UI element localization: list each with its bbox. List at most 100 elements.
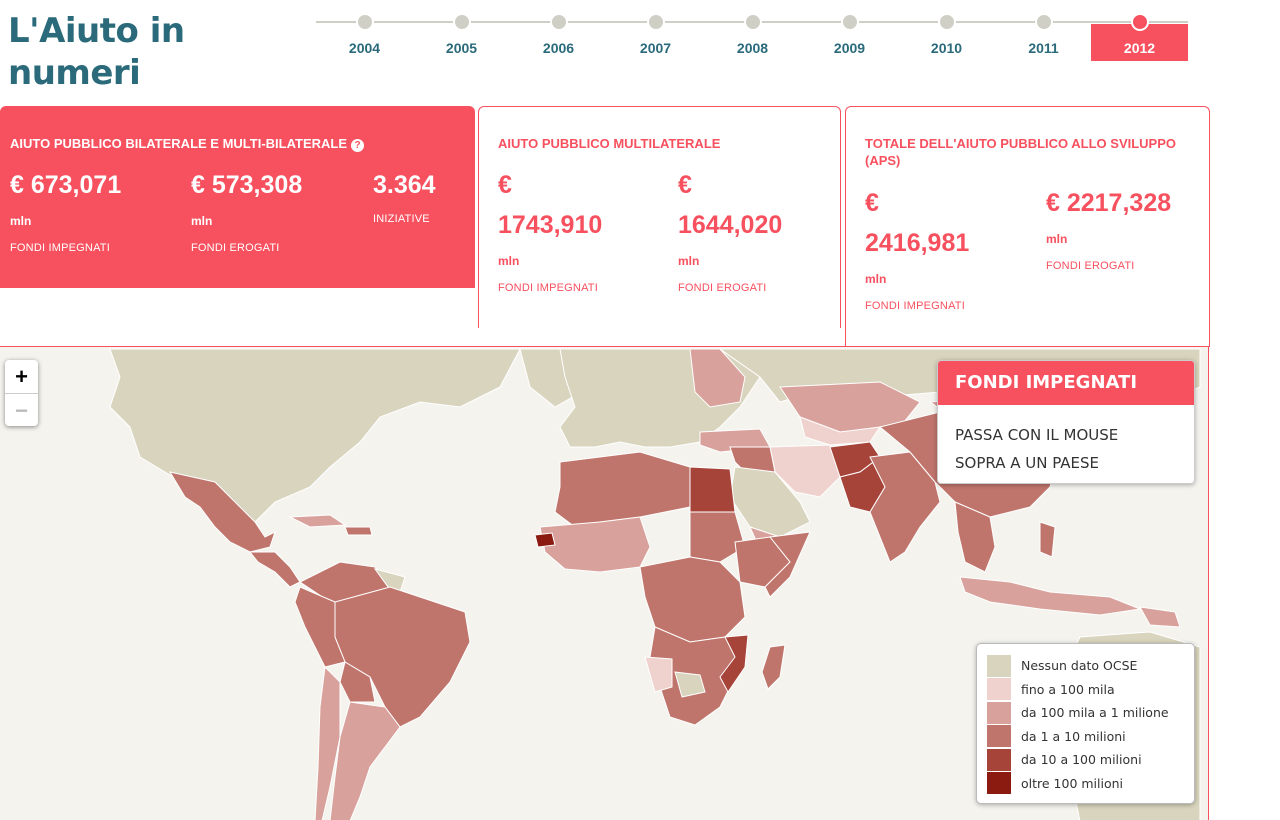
timeline-year-2012[interactable]: 2012 [1091,10,1188,62]
timeline-year-label: 2009 [833,40,866,56]
card-total-aps: TOTALE DELL'AIUTO PUBBLICO ALLO SVILUPPO… [845,106,1210,347]
card-title-text: AIUTO PUBBLICO BILATERALE E MULTI-BILATE… [10,136,348,151]
stat-value: € 673,071 [10,171,122,199]
country-cuba[interactable] [288,514,347,528]
country-mozambique[interactable] [719,634,749,693]
timeline-dot-icon [937,13,956,31]
timeline-year-label: 2011 [1028,40,1059,56]
legend-label: oltre 100 milioni [1021,775,1124,791]
country-north-america[interactable] [109,348,521,523]
info-panel-line: PASSA CON IL MOUSE [955,426,1119,444]
country-sudan[interactable] [689,511,746,563]
country-west-africa[interactable] [539,516,651,573]
card-multilateral-aid: AIUTO PUBBLICO MULTILATERALE € 1743,910 … [478,106,841,328]
stat-caption: INIZIATIVE [373,213,430,225]
timeline-dot-icon [1034,13,1053,31]
stat-value-currency: € [865,189,879,217]
legend-swatch [987,725,1011,748]
stat-unit: mln [191,214,213,228]
stat-unit: mln [10,214,32,228]
year-timeline: 2004 2005 2006 2007 2008 2009 2010 2011 … [316,10,1188,62]
country-north-africa[interactable] [554,451,691,528]
country-indonesia[interactable] [959,576,1142,616]
timeline-year-2004[interactable]: 2004 [316,10,413,62]
map-legend: Nessun dato OCSE fino a 100 mila da 100 … [976,643,1195,804]
timeline-dot-icon [743,13,762,31]
stat-unit: mln [678,254,700,268]
timeline-dot-icon [1130,13,1149,31]
timeline-dot-icon [840,13,859,31]
card-bilateral-aid: AIUTO PUBBLICO BILATERALE E MULTI-BILATE… [0,106,475,288]
legend-label: Nessun dato OCSE [1021,658,1138,674]
timeline-year-2007[interactable]: 2007 [607,10,704,62]
stat-committed-funds: € 673,071 mln FONDI IMPEGNATI [10,165,121,254]
country-madagascar[interactable] [761,644,786,690]
legend-item: Nessun dato OCSE [987,654,1194,678]
timeline-year-label: 2010 [930,40,963,56]
stat-disbursed-funds: € 2217,328 mln FONDI EROGATI [1046,183,1171,272]
timeline-year-2009[interactable]: 2009 [801,10,898,62]
legend-label: fino a 100 mila [1021,681,1115,697]
country-hispaniola[interactable] [344,526,373,536]
timeline-year-2005[interactable]: 2005 [413,10,510,62]
stat-caption: FONDI EROGATI [1046,260,1135,272]
timeline-year-2008[interactable]: 2008 [704,10,801,62]
legend-swatch [987,748,1011,771]
page-title: L'Aiuto in numeri [8,11,185,93]
stat-value: 1743,910 [498,211,603,239]
country-central-america[interactable] [248,551,301,588]
country-namibia-botswana[interactable] [644,656,673,693]
legend-item: da 100 mila a 1 milione [987,701,1194,725]
stat-initiatives: 3.364 INIZIATIVE [373,165,436,225]
card-title-line: (APS) [865,153,901,168]
country-southeast-asia[interactable] [954,501,996,573]
country-egypt[interactable] [689,466,736,513]
timeline-year-2011[interactable]: 2011 [995,10,1092,62]
card-title-line: TOTALE DELL'AIUTO PUBBLICO ALLO SVILUPPO [865,136,1177,151]
country-ukraine-balkans[interactable] [689,348,746,408]
timeline-year-label: 2005 [445,40,478,56]
stat-caption: FONDI IMPEGNATI [498,282,598,294]
legend-item: da 10 a 100 milioni [987,748,1194,772]
zoom-control: + − [5,360,38,426]
timeline-dot-icon [355,13,374,31]
timeline-year-2010[interactable]: 2010 [898,10,995,62]
help-icon[interactable]: ? [351,139,365,152]
stat-value-currency: € [498,171,512,199]
stat-disbursed-funds: € 1644,020 mln FONDI EROGATI [678,165,782,294]
timeline-year-label: 2004 [348,40,381,56]
timeline-year-2006[interactable]: 2006 [510,10,607,62]
zoom-out-button[interactable]: − [5,393,38,426]
country-argentina[interactable] [329,701,401,820]
country-chile[interactable] [314,665,341,820]
card-title: AIUTO PUBBLICO MULTILATERALE [498,136,721,151]
stat-caption: FONDI EROGATI [191,242,280,254]
country-mexico[interactable] [168,471,276,553]
country-somalia[interactable] [764,531,811,598]
legend-swatch [987,678,1011,701]
timeline-year-label: 2008 [736,40,769,56]
stat-value: € 573,308 [191,171,303,199]
timeline-year-label: 2006 [542,40,575,56]
timeline-year-label: 2012 [1123,40,1156,56]
country-peru-colombia[interactable] [294,586,346,668]
country-central-africa[interactable] [639,556,746,643]
country-senegal[interactable] [534,532,556,548]
stat-value: 1644,020 [678,211,783,239]
country-philippines[interactable] [1039,521,1056,558]
timeline-dot-icon [452,13,471,31]
stat-value: € 2217,328 [1046,189,1172,217]
legend-item: oltre 100 milioni [987,772,1194,796]
timeline-year-label: 2007 [639,40,672,56]
country-bolivia[interactable] [339,661,376,703]
card-title: AIUTO PUBBLICO BILATERALE E MULTI-BILATE… [10,135,365,152]
card-title: TOTALE DELL'AIUTO PUBBLICO ALLO SVILUPPO… [865,135,1176,169]
country-south-africa-interior[interactable] [674,671,706,698]
stat-caption: FONDI IMPEGNATI [865,300,965,312]
country-png[interactable] [1139,606,1181,628]
timeline-dot-icon [549,13,568,31]
info-panel-body: PASSA CON IL MOUSE SOPRA A UN PAESE [938,405,1194,477]
zoom-in-button[interactable]: + [15,364,28,389]
legend-label: da 1 a 10 milioni [1021,728,1126,744]
legend-swatch [987,772,1011,795]
